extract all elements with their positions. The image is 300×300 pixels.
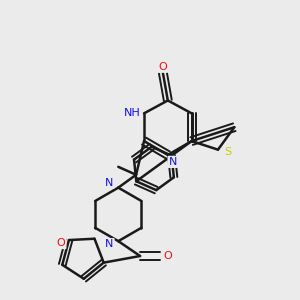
Text: O: O (164, 251, 172, 261)
Text: N: N (105, 178, 114, 188)
Text: O: O (57, 238, 65, 248)
Text: NH: NH (124, 108, 140, 118)
Text: N: N (169, 157, 177, 167)
Text: N: N (105, 239, 114, 249)
Text: O: O (158, 62, 167, 72)
Text: S: S (224, 147, 232, 157)
